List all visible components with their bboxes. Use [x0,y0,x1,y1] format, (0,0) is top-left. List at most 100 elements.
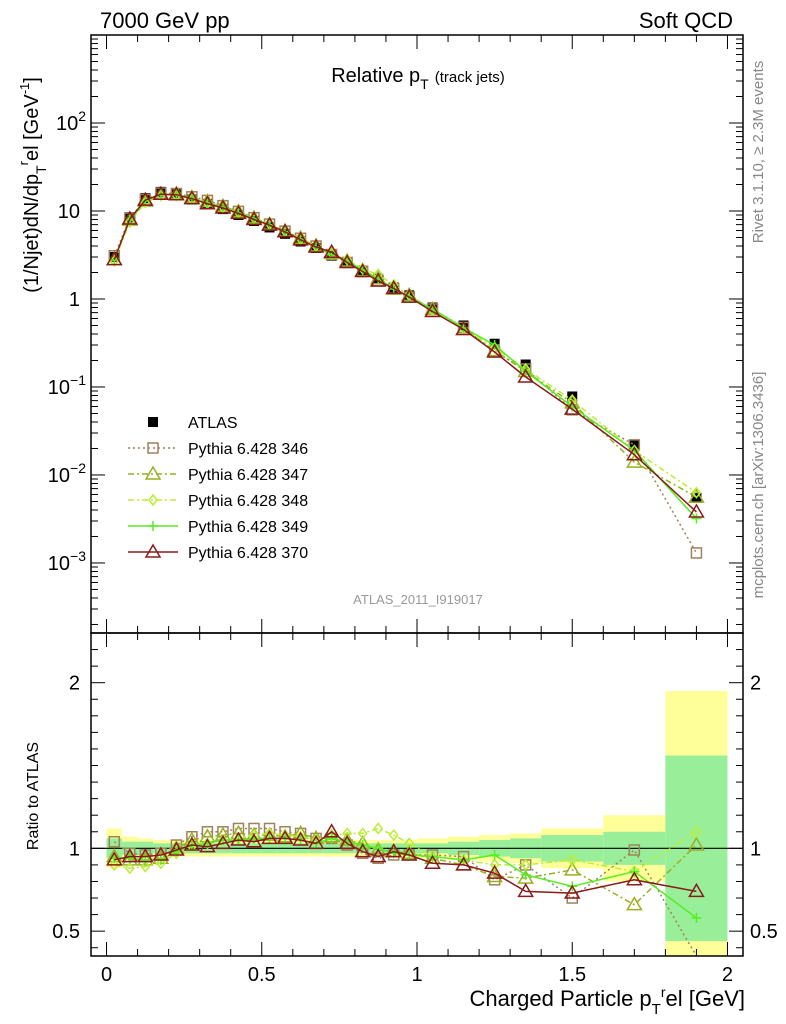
point-p370 [152,185,170,200]
point-p346 [690,547,703,559]
point-p370 [261,216,278,231]
legend-label-p347: Pythia 6.428 347 [188,467,308,484]
x-tick-label: 1.5 [558,964,586,986]
point-p370 [121,210,139,225]
series-line-p347 [113,193,697,498]
xlabel: Charged Particle pTrel [GeV] [469,984,745,1018]
ratio-point-p348 [489,858,500,872]
legend-marker-p346 [147,442,159,454]
ratio-point-p370 [688,882,705,898]
legend-marker-p347 [144,465,162,480]
ratio-point-p370 [486,864,503,879]
legend-marker-p349 [148,521,158,531]
point-p370 [385,279,403,295]
ratio-point-p347 [688,836,705,851]
point-p370 [105,251,123,266]
ratio-point-p347 [563,861,581,876]
ratio-point-p370 [385,843,403,858]
point-p370 [245,211,263,226]
ratio-y-tick-label: 1 [69,838,80,860]
y-tick-label: 10 [58,201,80,223]
ratio-point-p370 [517,882,534,898]
point-p370 [168,186,185,201]
legend-label-p348: Pythia 6.428 348 [188,493,308,510]
point-p370 [369,272,387,287]
point-p370 [626,446,643,461]
x-tick-label: 0 [101,964,112,986]
ratio-point-p348 [373,822,384,835]
ratio-point-p370 [455,856,472,871]
ratio-panel: 0 0.5 1 1.5 2 0.5 0.5 1 1 2 2 Ratio to ATLAS Charg… [25,632,778,1018]
point-p370 [214,199,232,214]
ratio-y-tick-label-right: 0.5 [750,921,778,943]
point-p370 [323,243,340,258]
main-panel: 10−3 10−2 10−1 1 10 102 Relative pT (track jet… [16,34,744,634]
point-p370 [563,400,581,415]
ratio-point-p370 [183,836,201,851]
ratio-point-p346 [628,844,641,856]
watermark: ATLAS_2011_I919017 [353,592,483,607]
x-tick-label: 2 [722,964,733,986]
ratio-ylabel: Ratio to ATLAS [25,742,42,850]
ratio-point-p348 [140,860,151,873]
ratio-point-p349 [691,912,702,923]
ratio-point-p370 [424,854,441,869]
side-text-bottom: mcplots.cern.ch [arXiv:1306.3436] [750,372,767,599]
ratio-y-tick-label: 0.5 [52,921,80,943]
ratio-point-p370 [105,851,123,866]
point-p370 [199,195,216,210]
ratio-line-p370 [114,830,697,894]
ratio-point-p370 [400,846,418,861]
ratio-point-p370 [369,848,387,863]
ratio-point-p370 [563,884,581,899]
ratio-point-p370 [338,834,356,850]
point-p370 [424,303,441,318]
point-p348 [691,486,702,499]
x-tick-label: 0.5 [248,964,276,986]
point-p370 [230,204,247,220]
legend-label-atlas: ATLAS [188,415,238,432]
ratio-y-tick-label-right: 1 [750,838,761,860]
ratio-point-p370 [292,831,309,846]
ratio-point-p348 [691,825,702,838]
ratio-frame [90,632,744,957]
legend-marker-p348 [148,493,158,507]
legend: ATLAS Pythia 6.428 346 Pythia 6.428 347 Pyt… [128,415,308,562]
point-p370 [338,253,356,269]
ratio-point-p370 [152,846,170,861]
main-axes: 10−3 10−2 10−1 1 10 102 [48,34,743,633]
x-tick-label: 1 [411,964,422,986]
point-p370 [137,191,154,206]
ratio-plot-area [91,690,743,957]
ratio-point-p370 [230,831,247,846]
ratio-point-p370 [261,829,278,845]
legend-marker-atlas [148,417,158,427]
ratio-point-p349 [326,833,337,844]
ratio-point-p348 [124,862,135,875]
ratio-point-p348 [155,857,166,870]
ratio-point-p370 [121,848,139,863]
legend-label-p349: Pythia 6.428 349 [188,519,308,536]
point-p347 [688,488,705,503]
ratio-point-p370 [199,838,216,853]
ratio-point-p348 [109,858,120,872]
y-tick-label: 10−1 [48,372,86,399]
header-left: 7000 GeV pp [100,8,230,33]
point-p370 [455,321,472,336]
legend-label-p370: Pythia 6.428 370 [188,545,308,562]
point-p349 [520,366,531,377]
ratio-y-tick-label: 2 [69,673,80,695]
ratio-point-p348 [388,828,399,842]
ratio-point-p370 [354,843,371,858]
ratio-point-p370 [137,848,154,863]
ratio-point-p370 [626,871,643,886]
point-p370 [276,223,294,238]
side-text-top: Rivet 3.1.10, ≥ 2.3M events [750,61,767,244]
ratio-point-p370 [168,841,185,856]
point-p370 [400,288,418,303]
point-p370 [307,238,325,253]
y-tick-label: 10−3 [48,548,86,575]
series-line-p370 [113,193,697,513]
header-right: Soft QCD [639,8,733,33]
